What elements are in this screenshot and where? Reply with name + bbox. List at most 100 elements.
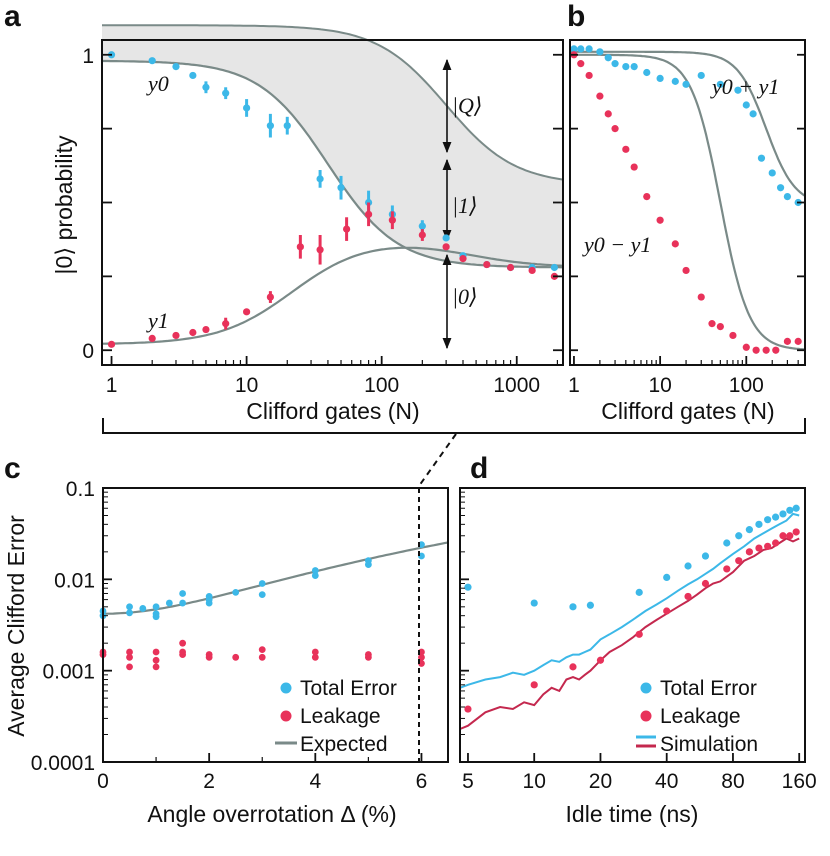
- y-tick-label: 0.0001: [31, 752, 95, 775]
- data-points: [99, 541, 425, 671]
- point-total-error: [764, 516, 772, 524]
- point-leakage: [701, 579, 710, 588]
- point-sum: [749, 110, 757, 118]
- point-total-error: [258, 591, 266, 599]
- point-leakage: [152, 648, 160, 656]
- point-sum: [656, 74, 664, 83]
- x-tick-label: 2: [203, 770, 215, 793]
- point-y0: [337, 184, 345, 192]
- point-total-error: [684, 562, 692, 570]
- point-sum: [611, 60, 619, 68]
- point-y1: [364, 210, 373, 218]
- point-leakage: [126, 648, 133, 656]
- x-tick-label: 10: [235, 374, 258, 397]
- legend: Total Error Leakage Simulation: [636, 677, 758, 756]
- point-y1: [459, 255, 467, 263]
- point-leakage: [779, 532, 787, 540]
- point-y0: [418, 222, 426, 230]
- point-y0: [172, 62, 180, 71]
- panel-label-d: d: [470, 452, 488, 485]
- point-diff: [656, 216, 664, 224]
- point-total-error: [792, 504, 800, 512]
- legend-label-leakage: Leakage: [660, 705, 741, 728]
- legend: Total Error Leakage Expected: [275, 677, 397, 756]
- point-diff: [697, 293, 705, 301]
- point-total-error: [735, 532, 743, 540]
- point-leakage: [311, 653, 319, 661]
- legend-label-expected: Expected: [300, 733, 388, 756]
- shaded-region: [102, 25, 563, 268]
- point-total-error: [139, 605, 147, 612]
- point-diff: [604, 110, 612, 118]
- expected-line: [103, 541, 449, 615]
- point-leakage: [258, 646, 266, 654]
- legend-label-simulation: Simulation: [660, 733, 758, 756]
- x-tick-label: 10: [523, 770, 546, 793]
- point-total-error: [364, 561, 372, 568]
- point-total-error: [165, 599, 173, 607]
- point-leakage: [126, 663, 133, 671]
- data-points: [570, 45, 802, 354]
- point-diff: [682, 266, 690, 275]
- point-total-error: [205, 599, 213, 607]
- point-leakage: [152, 656, 160, 664]
- x-axis-label-a: Clifford gates (N): [246, 398, 419, 424]
- point-sum: [776, 184, 785, 192]
- point-diff: [762, 346, 770, 354]
- x-tick-label: 0: [97, 770, 109, 793]
- point-y1: [189, 328, 197, 337]
- legend-label-leakage: Leakage: [300, 705, 381, 728]
- point-sum: [604, 54, 612, 62]
- point-sum: [622, 62, 630, 71]
- point-y1: [528, 266, 536, 275]
- point-total-error: [569, 603, 577, 611]
- simulation-curves: [459, 512, 800, 730]
- point-diff: [643, 192, 651, 201]
- point-y1: [172, 331, 180, 340]
- point-y1: [442, 243, 450, 251]
- y-tick-label: 0.001: [42, 661, 95, 684]
- point-leakage: [152, 663, 160, 671]
- point-leakage: [635, 630, 643, 638]
- legend-label-total: Total Error: [300, 677, 397, 700]
- axis-ticks: 1 10 100: [568, 53, 805, 397]
- x-tick-label: 6: [416, 770, 428, 793]
- point-diff: [585, 71, 593, 80]
- point-y1: [266, 293, 274, 301]
- plot-frame: [102, 487, 449, 763]
- point-sum: [697, 71, 705, 80]
- x-axis-label-b: Clifford gates (N): [601, 398, 774, 424]
- point-leakage: [764, 542, 772, 550]
- point-leakage: [311, 648, 319, 656]
- panel-label-b: b: [567, 0, 585, 33]
- point-sum: [585, 45, 593, 53]
- legend-label-total: Total Error: [660, 677, 757, 700]
- point-leakage: [596, 656, 605, 664]
- point-leakage: [684, 592, 692, 601]
- expected-curve: [103, 541, 449, 615]
- bracket: [102, 418, 806, 434]
- label-state-Q: |Q⟩: [452, 93, 483, 118]
- label-state-1: |1⟩: [452, 193, 478, 218]
- point-total-error: [311, 567, 319, 574]
- point-y1: [483, 260, 491, 269]
- x-tick-label: 4: [309, 770, 321, 793]
- panel-label-c: c: [4, 452, 21, 485]
- y-tick-label: 0: [82, 340, 94, 363]
- zoom-connector: [418, 433, 457, 487]
- label-diff: y0 − y1: [582, 232, 651, 257]
- point-sum: [682, 80, 690, 88]
- point-leakage: [364, 653, 372, 661]
- point-diff: [783, 337, 792, 345]
- point-y1: [107, 340, 116, 348]
- point-sum: [570, 45, 578, 53]
- point-total-error: [635, 588, 643, 596]
- point-sum: [630, 62, 638, 71]
- panel-b: 1 10 100 y0 + y1 y0 − y1 Clifford gates (N…: [568, 39, 806, 424]
- point-sum: [734, 86, 742, 94]
- panel-d: 5 10 20 40 80 160 Total Error Leakage Simulatio…: [459, 487, 817, 827]
- plot-frame: [459, 487, 806, 763]
- point-diff: [622, 145, 630, 153]
- point-sum: [596, 48, 604, 56]
